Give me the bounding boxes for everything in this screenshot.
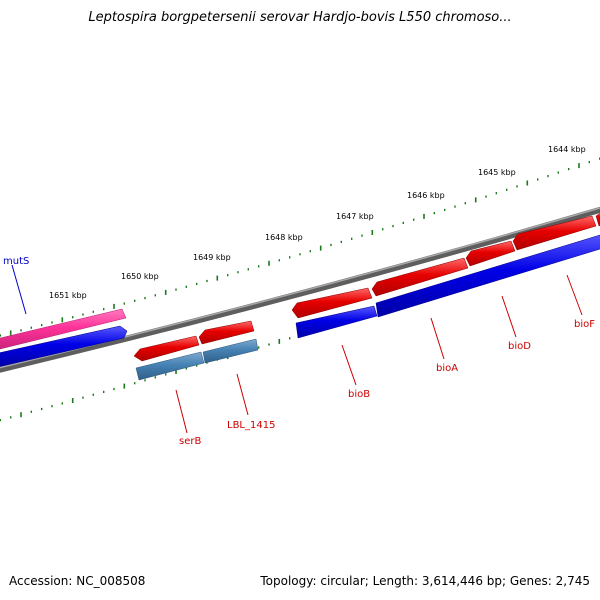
accession-text: Accession: NC_008508 <box>9 574 146 588</box>
gene-edge-forward[interactable] <box>595 210 600 227</box>
gene-bioD-forward[interactable] <box>465 240 516 267</box>
gene-serB[interactable] <box>135 351 205 381</box>
scale-label-1647: 1647 kbp <box>336 212 374 221</box>
topology-summary-text: Topology: circular; Length: 3,614,446 bp… <box>260 574 590 588</box>
scale-label-1648: 1648 kbp <box>265 233 303 242</box>
scale-label-1644: 1644 kbp <box>548 145 586 154</box>
scale-label-1646: 1646 kbp <box>407 191 445 200</box>
gene-LBL_1415[interactable] <box>202 338 259 364</box>
gene-label-mutS: mutS <box>3 256 29 267</box>
LBL_1415-connector <box>236 373 249 416</box>
map-title: Leptospira borgpetersenii serovar Hardjo… <box>88 10 512 25</box>
gene-label-LBL_1415: LBL_1415 <box>227 420 275 431</box>
gene-mutS[interactable] <box>0 308 127 350</box>
gene-label-bioB: bioB <box>348 389 370 400</box>
gene-label-serB: serB <box>179 436 201 447</box>
mutS-connector <box>11 264 27 315</box>
gene-reverse-left[interactable] <box>0 325 128 367</box>
gene-bioB[interactable] <box>295 305 378 339</box>
backbone-line <box>0 206 600 373</box>
gene-serB-upper[interactable] <box>133 335 200 362</box>
gene-LBL_1415-upper[interactable] <box>198 320 255 345</box>
bioB-connector <box>341 344 357 386</box>
gene-bioF-forward[interactable] <box>512 215 597 251</box>
gene-bioB-forward[interactable] <box>291 287 373 319</box>
scale-label-1649: 1649 kbp <box>193 253 231 262</box>
bioF-connector <box>566 274 583 316</box>
gene-label-bioA: bioA <box>436 363 458 374</box>
bioD-connector <box>501 295 517 338</box>
bioA-connector <box>430 317 445 360</box>
scale-label-1650: 1650 kbp <box>121 272 159 281</box>
gene-bioA-forward[interactable] <box>371 257 469 297</box>
serB-connector <box>175 389 188 434</box>
gene-label-bioF: bioF <box>574 319 595 330</box>
gene-label-bioD: bioD <box>508 341 531 352</box>
scale-label-1651: 1651 kbp <box>49 291 87 300</box>
scale-label-1645: 1645 kbp <box>478 168 516 177</box>
gene-bioA-bioD-bioF[interactable] <box>375 232 600 318</box>
